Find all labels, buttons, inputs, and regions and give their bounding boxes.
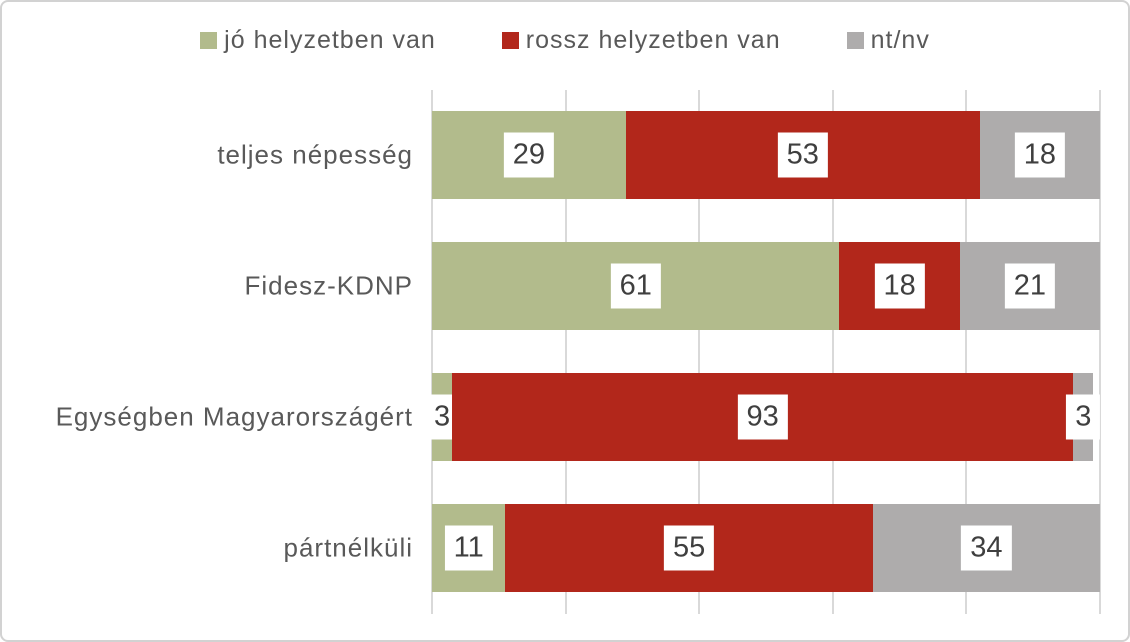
value-label: 18 [874,263,925,309]
value-label: 34 [961,525,1012,571]
legend-item-ntnv: nt/nv [846,26,930,55]
legend-label: nt/nv [870,26,930,54]
bar-row: 11 55 34 [432,504,1100,592]
category-label: Egységben Magyarországért [55,401,413,432]
gridline [564,90,567,614]
legend-item-jo-helyzetben: jó helyzetben van [200,26,436,55]
legend-item-rossz-helyzetben: rossz helyzetben van [501,26,781,55]
category-label: teljes népesség [217,139,413,170]
value-label: 29 [503,132,554,178]
category-label: pártnélküli [283,532,413,563]
value-label: 55 [664,525,715,571]
legend-swatch-gray-icon [846,32,864,49]
plot-area: 29 53 18 61 18 21 3 93 3 11 55 34 [424,90,1101,614]
gridline [698,90,701,614]
value-label: 93 [737,394,788,440]
value-label: 53 [777,132,828,178]
value-label: 18 [1014,132,1066,178]
chart-legend: jó helyzetben van rossz helyzetben van n… [2,26,1128,55]
value-label: 11 [444,525,493,571]
bar-row: 29 53 18 [432,111,1100,199]
value-label: 3 [1066,394,1101,440]
bar-row: 61 18 21 [432,242,1100,330]
legend-label: jó helyzetben van [224,26,436,54]
legend-label: rossz helyzetben van [525,26,781,54]
bar-row: 3 93 3 [424,373,1101,461]
legend-swatch-green-icon [200,32,218,49]
value-label: 21 [1004,263,1055,309]
category-label: Fidesz-KDNP [244,270,413,301]
gridline [1099,90,1101,614]
gridline [965,90,968,614]
value-label: 61 [610,263,661,309]
gridline [831,90,834,614]
legend-swatch-red-icon [501,32,519,49]
gridline [431,90,433,614]
